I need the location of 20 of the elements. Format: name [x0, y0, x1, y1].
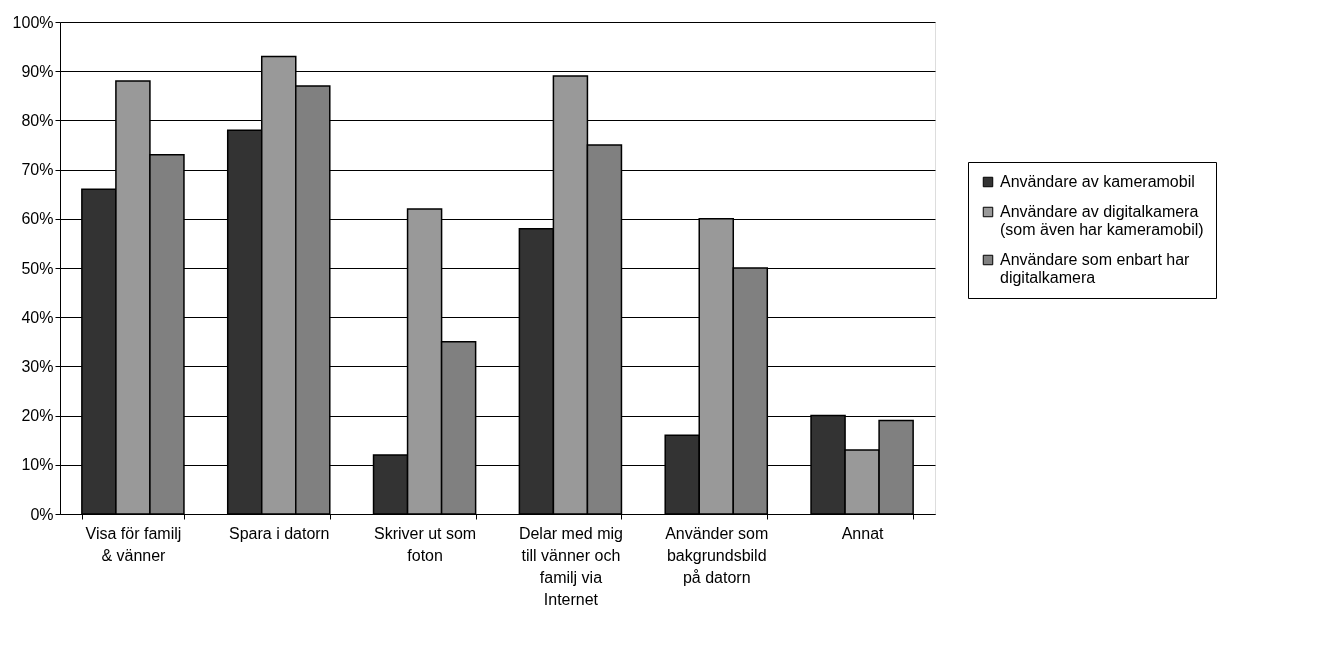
y-tick-label: 10% — [21, 456, 54, 474]
y-tick-label: 0% — [30, 505, 54, 523]
y-tick-label: 60% — [21, 210, 54, 228]
x-tick-label: Annat — [841, 524, 885, 542]
y-tick-label: 40% — [21, 308, 54, 326]
x-tick-label: Skriver ut som foton — [373, 524, 477, 564]
y-tick-label: 70% — [21, 161, 54, 179]
y-tick-label: 80% — [21, 111, 54, 129]
y-tick-label: 50% — [21, 259, 54, 277]
y-tick-label: 100% — [12, 13, 54, 31]
x-tick-label: Spara i datorn — [228, 524, 330, 542]
x-tick-label: Använder som bakgrundsbild på datorn — [665, 524, 769, 586]
legend-label: Användare av digitalkamera (som även har kameramobil) — [1000, 203, 1204, 238]
y-tick-label: 90% — [21, 62, 54, 80]
y-tick-label: 20% — [21, 407, 54, 425]
legend-label: Användare som enbart har digitalkamera — [1000, 251, 1191, 286]
x-tick-label: Delar med mig till vänner och familj via Internet — [518, 524, 623, 608]
legend-label: Användare av kameramobil — [1000, 173, 1195, 190]
x-tick-label: Visa för familj & vänner — [85, 524, 182, 564]
y-tick-label: 30% — [21, 357, 54, 375]
